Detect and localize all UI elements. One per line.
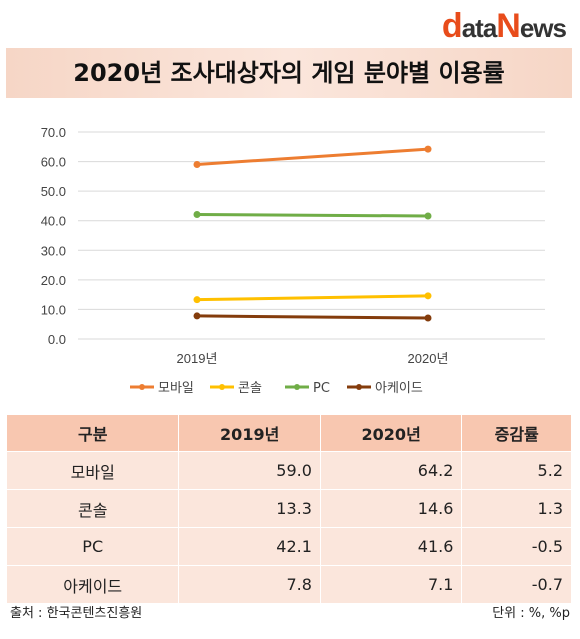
table-header-row: 구분 2019년 2020년 증감률 xyxy=(5,414,572,452)
row-label: 모바일 xyxy=(5,451,180,490)
table-cell: 14.6 xyxy=(319,489,463,528)
table-cell: 64.2 xyxy=(319,451,463,490)
table-header-cell: 2019년 xyxy=(178,414,321,452)
table-row: PC 42.1 41.6 -0.5 xyxy=(5,527,572,566)
legend-marker xyxy=(219,384,225,390)
table-cell: 41.6 xyxy=(319,527,463,566)
data-point xyxy=(193,211,201,219)
table-header-cell: 구분 xyxy=(5,414,180,452)
legend-label: 콘솔 xyxy=(238,381,262,396)
legend-marker xyxy=(139,384,145,390)
y-tick-label: 70.0 xyxy=(41,125,66,140)
data-table: 구분 2019년 2020년 증감률 모바일 59.0 64.2 5.2 콘솔 13.3 14.6… xyxy=(5,414,572,604)
x-tick-label: 2019년 xyxy=(177,351,218,366)
y-tick-label: 60.0 xyxy=(41,155,66,170)
table-cell: 7.8 xyxy=(178,565,321,604)
legend-marker xyxy=(356,384,362,390)
y-tick-label: 20.0 xyxy=(41,273,66,288)
chart-title: 2020년 조사대상자의 게임 분야별 이용률 xyxy=(73,59,505,87)
legend-marker xyxy=(294,384,300,390)
series-line-1 xyxy=(196,294,429,302)
source-note: 출처 : 한국콘텐츠진흥원 xyxy=(10,606,143,621)
y-tick-label: 0.0 xyxy=(48,332,66,347)
data-point xyxy=(424,212,432,220)
row-label: 아케이드 xyxy=(5,565,180,604)
series-line-2 xyxy=(196,213,429,218)
legend-label: 아케이드 xyxy=(375,381,423,396)
y-tick-label: 50.0 xyxy=(41,184,66,199)
table-cell: 42.1 xyxy=(178,527,321,566)
title-band: 2020년 조사대상자의 게임 분야별 이용률 xyxy=(6,48,572,98)
table-cell: -0.5 xyxy=(461,527,572,566)
table-row: 아케이드 7.8 7.1 -0.7 xyxy=(5,565,572,604)
data-point xyxy=(193,312,201,320)
table-row: 모바일 59.0 64.2 5.2 xyxy=(5,451,572,490)
datanews-logo: dataNews xyxy=(441,7,567,45)
y-tick-label: 30.0 xyxy=(41,243,66,258)
row-label: PC xyxy=(5,527,180,566)
data-point xyxy=(424,292,432,300)
line-chart: 0.0 10.0 20.0 30.0 40.0 50.0 60.0 70.0 2019년 2020… xyxy=(41,125,545,396)
row-label: 콘솔 xyxy=(5,489,180,528)
data-point xyxy=(193,296,201,304)
table-header-cell: 증감률 xyxy=(461,414,572,452)
table-cell: 7.1 xyxy=(319,565,463,604)
y-tick-label: 40.0 xyxy=(41,214,66,229)
table-cell: 1.3 xyxy=(461,489,572,528)
data-point xyxy=(193,161,201,169)
series-line-3 xyxy=(196,314,429,320)
table-cell: 13.3 xyxy=(178,489,321,528)
table-cell: -0.7 xyxy=(461,565,572,604)
table-cell: 59.0 xyxy=(178,451,321,490)
table-cell: 5.2 xyxy=(461,451,572,490)
table-row: 콘솔 13.3 14.6 1.3 xyxy=(5,489,572,528)
data-point xyxy=(424,145,432,153)
table-header-cell: 2020년 xyxy=(319,414,463,452)
legend-label: PC xyxy=(313,381,330,396)
series-line-0 xyxy=(196,147,429,167)
legend-label: 모바일 xyxy=(158,381,194,396)
x-tick-label: 2020년 xyxy=(408,351,449,366)
data-point xyxy=(424,314,432,322)
y-tick-label: 10.0 xyxy=(41,302,66,317)
unit-note: 단위 : %, %p xyxy=(492,606,570,621)
